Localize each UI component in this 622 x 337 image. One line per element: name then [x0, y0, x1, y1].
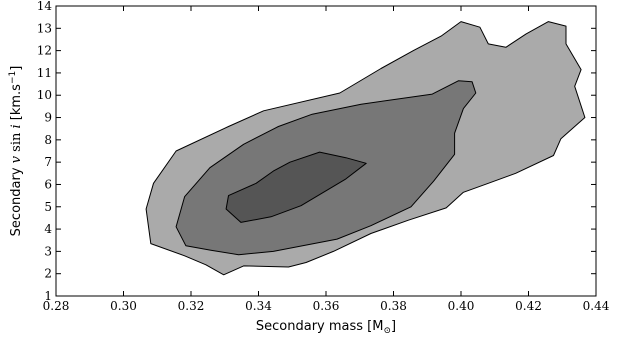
x-tick-label: 0.28 [43, 299, 70, 313]
x-axis-label-end: ] [391, 319, 396, 334]
y-axis-label-v: v [9, 155, 24, 163]
contour-inner [225, 151, 367, 223]
x-tick-label: 0.38 [380, 299, 407, 313]
contour-levels [145, 21, 586, 276]
y-axis-label-main: Secondary [9, 163, 24, 236]
y-axis-label-end: ] [9, 66, 24, 71]
x-tick-label: 0.42 [515, 299, 542, 313]
y-tick-label: 3 [44, 244, 52, 258]
y-axis-label-sin: sin [9, 129, 24, 156]
x-tick-label: 0.34 [245, 299, 272, 313]
x-axis-ticks: 0.28 0.30 0.32 0.34 0.36 0.38 0.40 0.42 0.44 [43, 6, 610, 313]
y-tick-label: 4 [44, 222, 52, 236]
x-tick-label: 0.44 [583, 299, 610, 313]
y-tick-label: 11 [37, 66, 52, 80]
y-tick-label: 5 [44, 200, 52, 214]
y-tick-label: 6 [44, 177, 52, 191]
x-tick-label: 0.32 [178, 299, 205, 313]
y-tick-label: 14 [37, 0, 53, 13]
y-tick-label: 8 [44, 133, 52, 147]
y-tick-label: 1 [44, 289, 52, 303]
x-axis-label-subscript: ⊙ [383, 326, 391, 336]
y-tick-label: 7 [44, 155, 52, 169]
x-tick-label: 0.40 [448, 299, 475, 313]
x-axis-label: Secondary mass [M⊙] [256, 319, 396, 336]
y-axis-label-i: i [9, 124, 24, 128]
y-tick-label: 9 [44, 111, 52, 125]
y-axis-label-units: [km.s [9, 84, 24, 125]
x-tick-label: 0.36 [313, 299, 340, 313]
y-tick-label: 10 [37, 88, 52, 102]
x-axis-label-main: Secondary mass [M [256, 319, 384, 334]
x-tick-label: 0.30 [110, 299, 137, 313]
y-axis-label: Secondary v sin i [km.s−1] [8, 66, 24, 237]
y-tick-label: 12 [37, 44, 52, 58]
y-tick-label: 2 [44, 267, 52, 281]
y-axis-label-exponent: −1 [8, 71, 18, 84]
y-tick-label: 13 [37, 21, 52, 35]
